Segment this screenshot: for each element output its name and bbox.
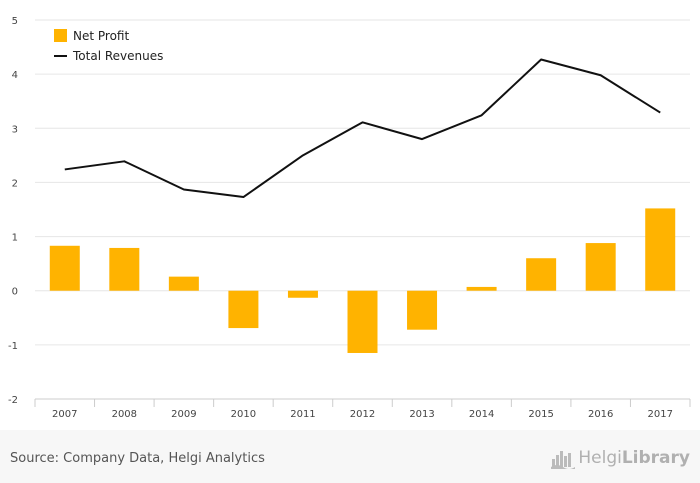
bar-net-profit-2014 — [466, 286, 497, 291]
x-tick-label: 2016 — [588, 409, 613, 420]
x-tick-label: 2011 — [290, 409, 315, 420]
legend: Net Profit Total Revenues — [54, 29, 163, 63]
x-tick-label: 2014 — [469, 409, 494, 420]
y-tick-label: 0 — [12, 287, 18, 298]
footer: Source: Company Data, Helgi Analytics He… — [0, 430, 700, 483]
y-axis: -2 -1 0 1 2 3 4 5 — [8, 16, 18, 406]
x-axis: 2007 2008 2009 2010 2011 2012 2013 2014 2015 2016… — [34, 398, 691, 420]
bar-net-profit-2015 — [526, 258, 557, 291]
x-tick-label: 2015 — [528, 409, 553, 420]
x-tick-label: 2012 — [350, 409, 375, 420]
city-skyline-icon — [551, 451, 576, 469]
legend-label-total-revenues: Total Revenues — [72, 49, 163, 63]
y-tick-label: -1 — [8, 341, 18, 352]
y-tick-label: 3 — [12, 124, 18, 135]
brand-name-bold: Library — [621, 448, 690, 468]
net-profit-bars — [49, 208, 676, 353]
x-tick-label: 2009 — [171, 409, 196, 420]
x-tick-label: 2013 — [409, 409, 434, 420]
legend-label-net-profit: Net Profit — [73, 29, 129, 43]
y-tick-label: 2 — [12, 178, 18, 189]
y-tick-label: 5 — [12, 16, 18, 27]
brand-logo[interactable]: Helgi Library — [551, 446, 690, 470]
bar-net-profit-2010 — [228, 290, 259, 329]
x-tick-label: 2008 — [112, 409, 137, 420]
y-tick-label: 4 — [12, 70, 18, 81]
x-tick-label: 2007 — [52, 409, 77, 420]
bar-net-profit-2016 — [585, 243, 616, 291]
bar-net-profit-2012 — [347, 290, 378, 353]
bar-net-profit-2011 — [287, 290, 318, 298]
brand-name-light: Helgi — [578, 448, 622, 468]
x-tick-label: 2017 — [648, 409, 673, 420]
y-tick-label: -2 — [8, 395, 18, 406]
bar-net-profit-2013 — [407, 290, 438, 330]
y-tick-label: 1 — [12, 233, 18, 244]
bar-net-profit-2009 — [168, 276, 199, 291]
bar-net-profit-2017 — [645, 208, 676, 291]
legend-swatch-net-profit — [54, 29, 67, 42]
source-text: Source: Company Data, Helgi Analytics — [10, 451, 265, 466]
x-tick-label: 2010 — [231, 409, 256, 420]
bar-net-profit-2008 — [109, 247, 140, 291]
total-revenues-line-group — [64, 58, 661, 199]
total-revenues-line — [64, 58, 661, 199]
bar-net-profit-2007 — [49, 245, 80, 291]
